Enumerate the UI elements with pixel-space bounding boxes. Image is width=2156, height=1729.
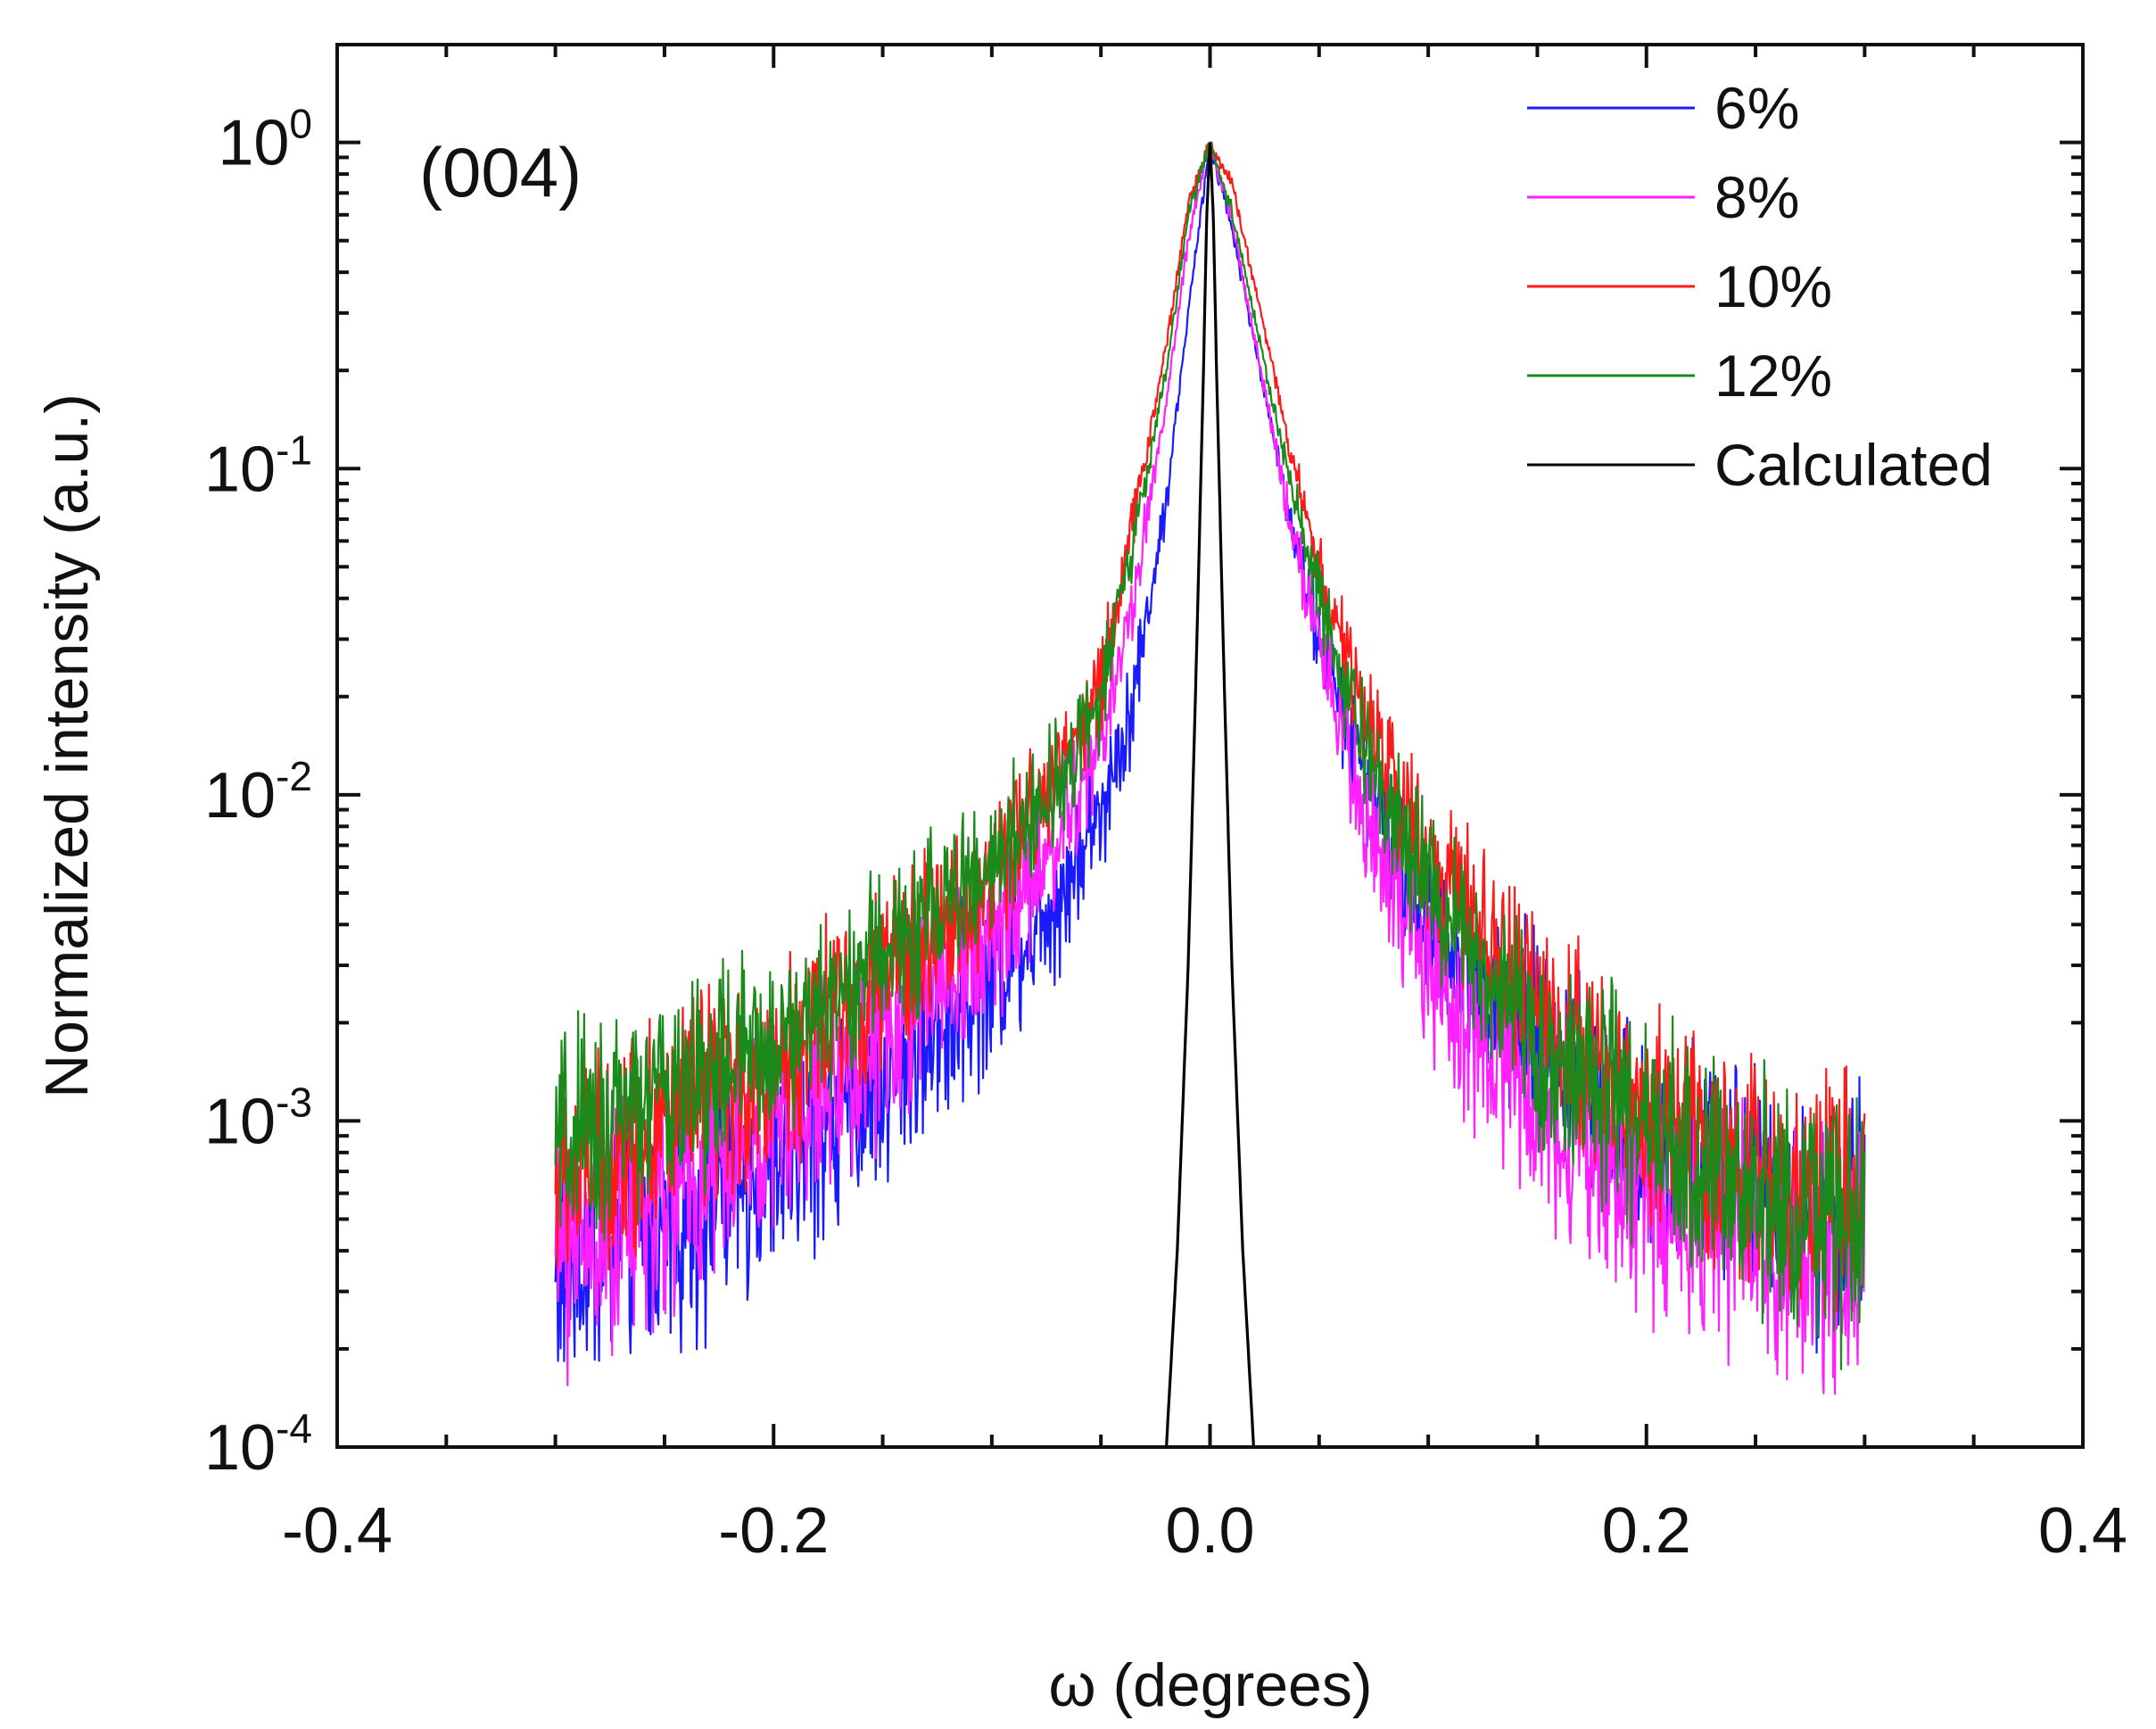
y-tick-base: 10 [204,760,276,831]
y-tick-base: 10 [204,434,276,505]
y-tick-exponent: -3 [276,1079,312,1125]
y-tick-label: 10-3 [204,1079,312,1157]
x-tick-label: 0.0 [1165,1495,1254,1567]
y-tick-base: 10 [218,108,289,179]
y-tick-exponent: -1 [276,426,312,473]
y-tick-exponent: 0 [289,101,312,147]
y-tick-label: 10-1 [204,426,312,505]
series-layer [554,141,1866,1447]
legend-label: 10% [1714,253,1832,319]
y-tick-base: 10 [204,1086,276,1157]
x-tick-label: 0.4 [2038,1495,2127,1567]
y-tick-label: 100 [218,101,312,179]
legend-label: 6% [1714,75,1799,141]
y-tick-exponent: -4 [276,1405,312,1452]
legend: 6% 8% 10% 12% Calculated [1527,75,1993,498]
y-tick-label: 10-2 [204,753,312,831]
panel-annotation: (004) [419,133,582,211]
y-tick-label: 10-4 [204,1405,312,1484]
y-tick-exponent: -2 [276,753,312,799]
x-tick-label: -0.4 [282,1495,392,1567]
y-tick-base: 10 [204,1412,276,1484]
legend-label: 8% [1714,164,1799,230]
series-line-calculated [1165,142,1255,1447]
legend-label: Calculated [1714,432,1993,498]
x-tick-label: -0.2 [718,1495,829,1567]
legend-label: 12% [1714,343,1832,409]
y-axis-title: Normalized intensity (a.u.) [33,393,101,1098]
x-tick-label: 0.2 [1602,1495,1691,1567]
x-axis-title: ω (degrees) [1048,1651,1372,1719]
